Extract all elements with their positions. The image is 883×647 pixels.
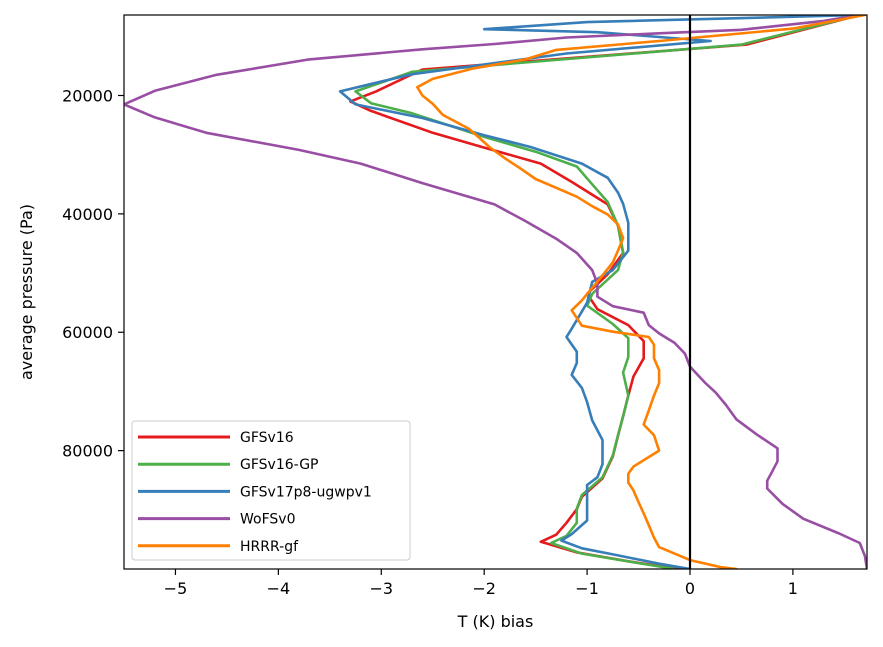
x-axis: −5 −4 −3 −2 −1 0 1 xyxy=(164,569,798,598)
y-axis: 20000 40000 60000 80000 xyxy=(62,86,124,461)
legend-label-0: GFSv16 xyxy=(240,430,294,446)
legend-box xyxy=(131,420,411,561)
series-line-3 xyxy=(124,15,867,569)
y-tick-label: 20000 xyxy=(62,86,113,105)
series-line-4 xyxy=(416,15,867,569)
plot-frame xyxy=(123,14,868,570)
x-tick-label: −1 xyxy=(575,579,599,598)
x-tick-label: −3 xyxy=(369,579,393,598)
x-tick-label: −2 xyxy=(472,579,496,598)
plot-area: −5 −4 −3 −2 −1 0 1 20000 40000 60000 80000 T (K) … xyxy=(17,14,868,631)
series-line-2 xyxy=(338,15,862,569)
legend-label-3: WoFSv0 xyxy=(240,512,295,528)
x-tick-label: 1 xyxy=(788,579,798,598)
x-tick-label: −4 xyxy=(267,579,291,598)
x-tick-label: 0 xyxy=(685,579,695,598)
legend-label-2: GFSv17p8-ugwpv1 xyxy=(240,484,372,500)
legend-label-1: GFSv16-GP xyxy=(240,457,319,473)
legend: GFSv16 GFSv16-GP GFSv17p8-ugwpv1 WoFSv0 HRRR… xyxy=(131,420,411,561)
y-tick-label: 40000 xyxy=(62,205,113,224)
y-tick-label: 60000 xyxy=(62,323,113,342)
y-tick-label: 80000 xyxy=(62,442,113,461)
x-tick-label: −5 xyxy=(164,579,188,598)
series-line-0 xyxy=(349,15,862,569)
legend-label-4: HRRR-gf xyxy=(240,539,299,555)
y-axis-label: average pressure (Pa) xyxy=(17,204,36,380)
series-layer xyxy=(124,15,867,569)
x-axis-label: T (K) bias xyxy=(457,612,534,631)
